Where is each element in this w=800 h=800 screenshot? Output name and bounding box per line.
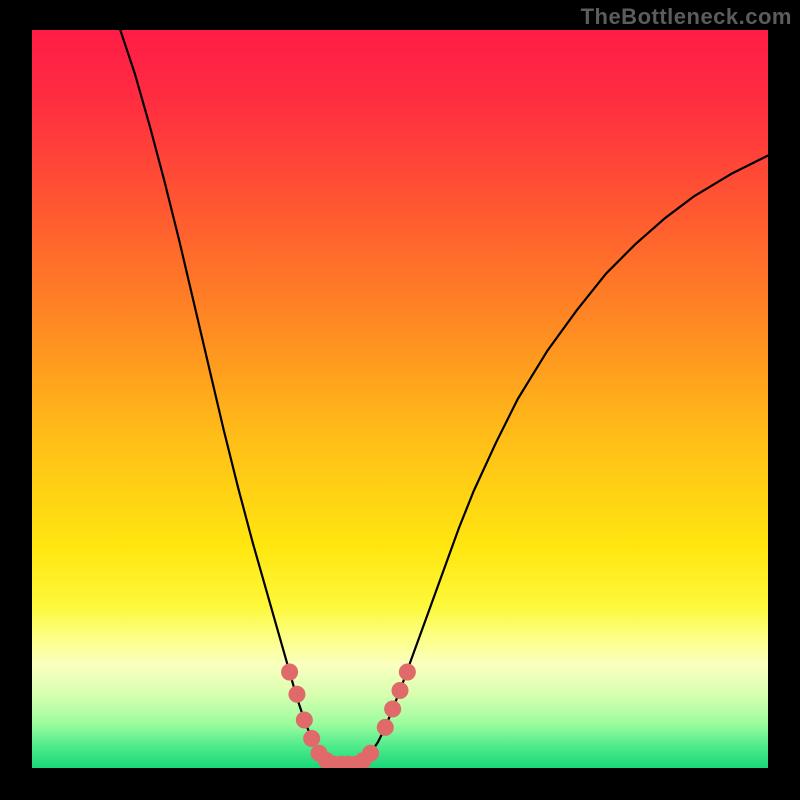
curve-marker (289, 686, 305, 702)
curve-layer (32, 30, 768, 768)
curve-marker (282, 664, 298, 680)
curve-marker (304, 730, 320, 746)
curve-marker (385, 701, 401, 717)
bottleneck-curve (120, 30, 768, 764)
curve-marker (399, 664, 415, 680)
stage: TheBottleneck.com (0, 0, 800, 800)
curve-marker (392, 683, 408, 699)
curve-marker (377, 719, 393, 735)
watermark-text: TheBottleneck.com (581, 4, 792, 30)
plot-area (32, 30, 768, 768)
curve-marker (296, 712, 312, 728)
curve-marker (363, 745, 379, 761)
